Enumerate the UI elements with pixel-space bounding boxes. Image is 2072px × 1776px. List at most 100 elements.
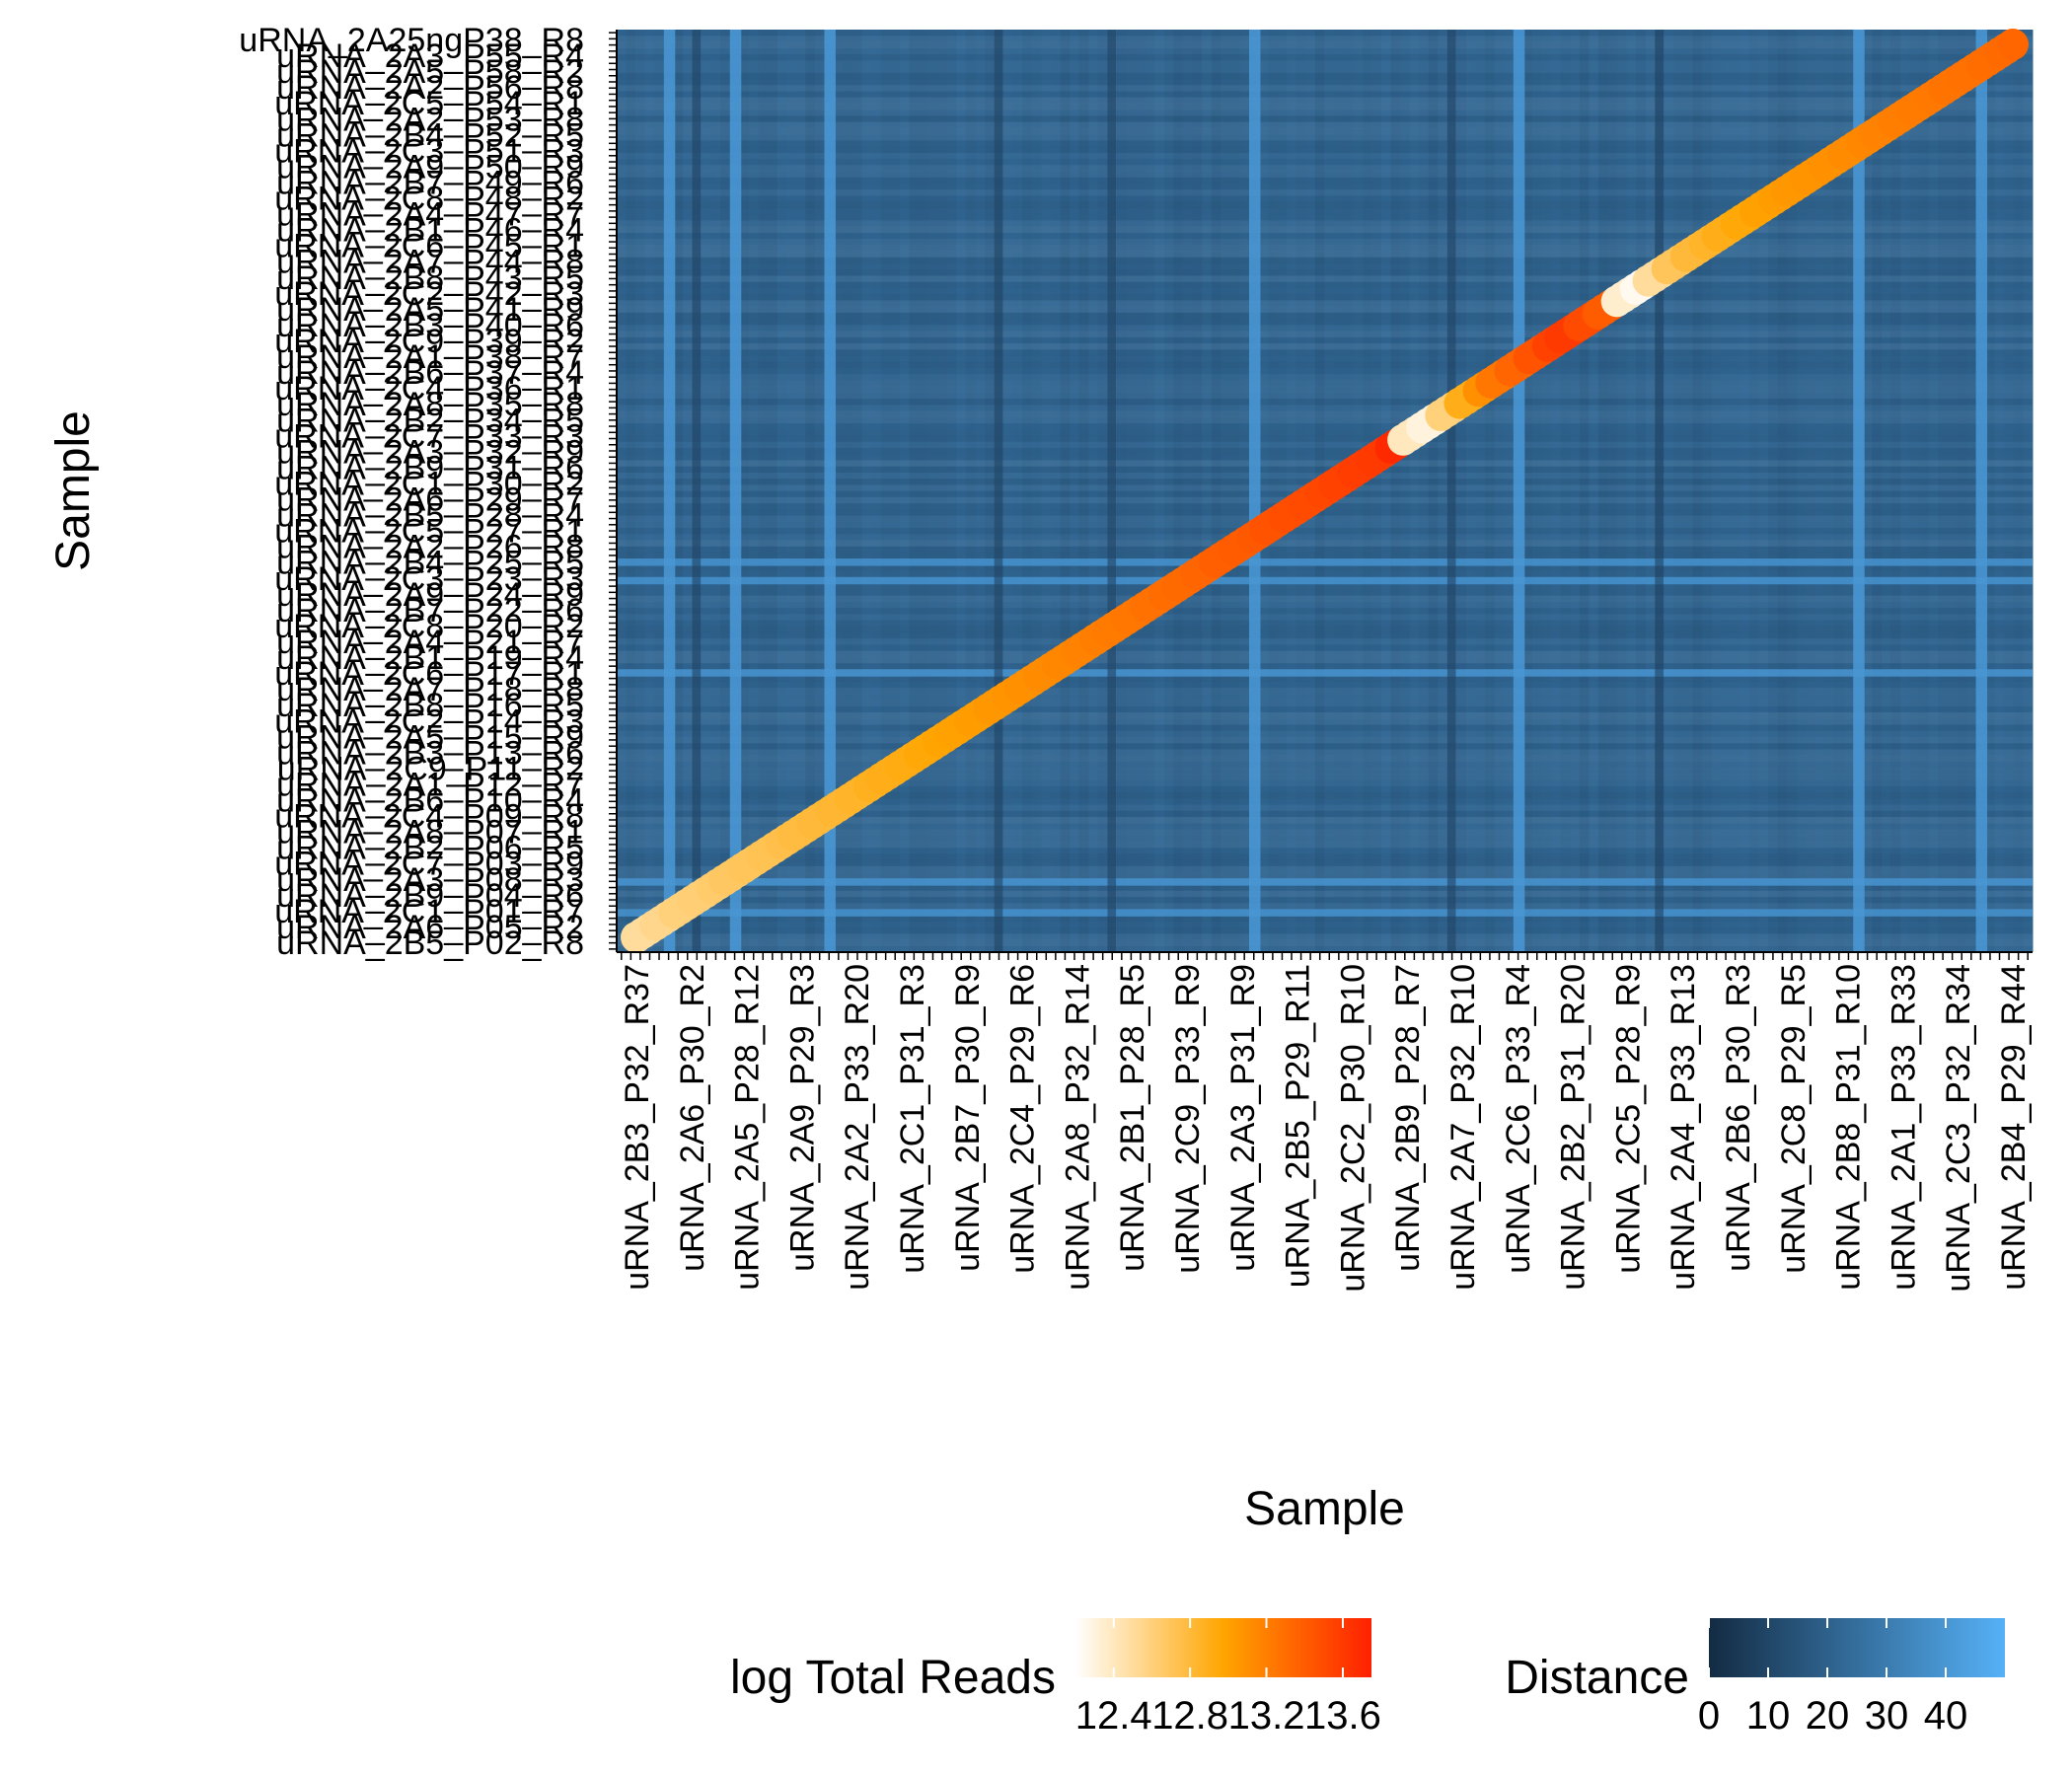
heatmap-column [1428,30,1439,952]
heatmap-row [617,342,2033,350]
heatmap-column [1560,30,1571,952]
diagonal-points [621,29,2029,953]
heatmap-column [1031,30,1042,952]
heatmap-row [617,41,2033,48]
heatmap-column [1012,30,1023,952]
heatmap-highlight-column [1975,30,1988,952]
heatmap-column [1088,30,1099,952]
heatmap-row [617,410,2033,417]
heatmap-column [644,30,655,952]
heatmap-column [1636,30,1647,952]
heatmap-row [617,583,2033,590]
heatmap-column [1617,30,1628,952]
heatmap-row [617,103,2033,111]
heatmap-column [1834,30,1845,952]
x-tick-label: uRNA_2C2_P30_R10 [1334,964,1371,1293]
heatmap-row [617,312,2033,320]
heatmap-column [1702,30,1713,952]
y-tick-label: uRNA_2A3_P08_R3 [276,861,584,899]
y-tick-label: uRNA_2A25ngP38_R8 [239,22,584,59]
heatmap-column [654,30,665,952]
heatmap-row [617,466,2033,474]
heatmap-column [965,30,977,952]
heatmap-column [890,30,901,952]
heatmap-row [617,386,2033,394]
y-tick-label: uRNA_2C3_P51_R3 [274,132,584,170]
x-tick-label: uRNA_2C8_P29_R5 [1775,964,1813,1274]
heatmap-row [617,300,2033,307]
heatmap-column [1221,30,1231,952]
heatmap-column [1645,30,1656,952]
heatmap-column [1163,30,1174,952]
heatmap-column [1947,30,1958,952]
x-tick-label: uRNA_2C5_P28_R9 [1609,964,1647,1274]
heatmap-cells [617,30,2034,952]
heatmap-row [617,927,2033,934]
x-tick-label: uRNA_2B5_P29_R11 [1280,964,1317,1288]
heatmap-row [617,115,2033,122]
heatmap-column [1117,30,1128,952]
heatmap-column [1456,30,1467,952]
heatmap-row [617,294,2033,301]
heatmap-column [1966,30,1977,952]
heatmap-row [617,416,2033,424]
x-tick-label: uRNA_2B8_P31_R10 [1830,964,1868,1291]
x-tick-label: uRNA_2A7_P32_R10 [1444,964,1482,1291]
heatmap-row [617,546,2033,554]
heatmap-row [617,540,2033,547]
heatmap-row [617,127,2033,135]
y-tick-label: uRNA_2A5_P41_R9 [276,291,584,329]
heatmap-column [1721,30,1732,952]
heatmap-column [1239,30,1250,952]
x-tick-label: uRNA_2B7_P30_R9 [949,964,987,1272]
y-tick-label: uRNA_2A9_P24_R9 [276,576,584,614]
x-tick-label: uRNA_2A9_P29_R3 [783,964,821,1272]
heatmap-row [617,736,2033,744]
heatmap-row [617,841,2033,849]
heatmap-column [1551,30,1562,952]
y-tick-label: uRNA_2C8_P48_R2 [274,181,584,218]
heatmap-column [919,30,929,952]
heatmap-highlight-row [617,878,2033,886]
heatmap-column [1268,30,1279,952]
heatmap-row [617,650,2033,658]
heatmap-column [805,30,816,952]
heatmap-column [1494,30,1505,952]
x-tick-label: uRNA_2A2_P33_R20 [839,964,876,1291]
heatmap-row [617,281,2033,289]
heatmap-column [1060,30,1071,952]
y-tick-label: uRNA_2B7_P49_R6 [276,164,584,201]
legend-distance-colorbar [1709,1618,2005,1677]
heatmap-column [1419,30,1430,952]
legend-tick-label: 13.6 [1304,1694,1381,1738]
heatmap-column [1692,30,1703,952]
heatmap-row [617,201,2033,209]
heatmap-row [617,626,2033,633]
heatmap-column [710,30,721,952]
heatmap-row [617,177,2033,185]
y-tick-label: uRNA_2B9_P31_R6 [276,449,584,486]
heatmap-column [1683,30,1694,952]
heatmap-row [617,435,2033,442]
heatmap-row [617,318,2033,326]
heatmap-column [1806,30,1816,952]
heatmap-row [617,816,2033,824]
heatmap-column [1485,30,1496,952]
heatmap-column [673,30,684,952]
x-tick-label: uRNA_2C9_P33_R9 [1169,964,1207,1274]
y-tick-label: uRNA_2B4_P25_R5 [276,545,584,582]
heatmap-column [1928,30,1939,952]
y-tick-label: uRNA_2C9_P39_R2 [274,323,584,360]
heatmap-row [617,656,2033,664]
heatmap-column [1843,30,1854,952]
y-tick-label: uRNA_2A3_P55_R4 [276,37,584,75]
heatmap-column [1022,30,1033,952]
heatmap-highlight-column [1853,30,1865,952]
heatmap-column [1900,30,1911,952]
heatmap-column [1531,30,1543,952]
y-tick-label: uRNA_2B3_P40_R6 [276,307,584,344]
y-tick-label: uRNA_2A2_P56_R8 [276,69,584,107]
heatmap-row [617,871,2033,879]
heatmap-column [1796,30,1807,952]
y-tick-label: uRNA_2A7_P44_R8 [276,244,584,281]
